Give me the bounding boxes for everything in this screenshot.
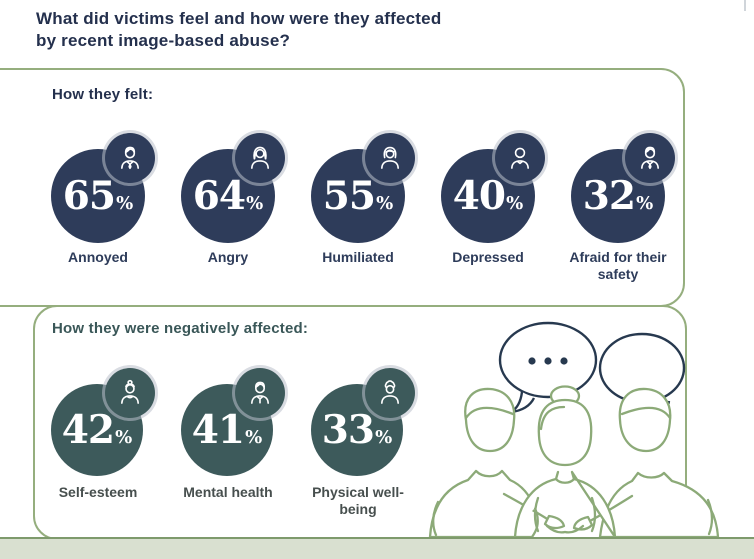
stat-percentage: 40 % (452, 172, 524, 219)
woman-bob-hair-icon (376, 144, 404, 172)
affected-stats-row: 42 % Self-esteem 41 % (33, 368, 423, 518)
stat-percentage: 55 % (322, 172, 394, 219)
page-title-line2: by recent image-based abuse? (36, 31, 291, 51)
person-icon-badge (495, 133, 545, 183)
stat-label: Afraid for their safety (569, 249, 667, 283)
stat-label: Annoyed (68, 249, 128, 265)
page-title-line1: What did victims feel and how were they … (36, 9, 442, 28)
bottom-band (0, 537, 754, 559)
person-icon-badge (105, 368, 155, 418)
man-hair-icon (246, 379, 274, 407)
stat-label: Physical well-being (312, 484, 404, 518)
stat-card: 42 % Self-esteem (33, 368, 163, 518)
stat-card: 41 % Mental health (163, 368, 293, 518)
stat-label: Self-esteem (58, 484, 138, 500)
stat-value: 65 (62, 172, 116, 219)
stat-percentage: 41 % (191, 406, 263, 453)
woman-bun-icon (116, 379, 144, 407)
stat-label: Depressed (452, 249, 524, 265)
percent-sign: % (375, 426, 393, 448)
stat-label: Humiliated (322, 249, 394, 265)
percent-sign: % (115, 426, 133, 448)
stat-percentage: 32 % (582, 172, 654, 219)
felt-stats-row: 65 % Annoyed 64 % (33, 133, 683, 283)
stat-card: 64 % Angry (163, 133, 293, 283)
stat-bubble: 55 % (293, 133, 423, 245)
stat-bubble: 64 % (163, 133, 293, 245)
percent-sign: % (116, 192, 134, 214)
stat-value: 64 (192, 172, 246, 219)
person-icon-badge (365, 133, 415, 183)
percent-sign: % (376, 192, 394, 214)
stat-value: 32 (582, 172, 636, 219)
page-title: What did victims feel and how were they … (36, 8, 596, 53)
person-icon-badge (365, 368, 415, 418)
stat-card: 65 % Annoyed (33, 133, 163, 283)
percent-sign: % (636, 192, 654, 214)
stat-bubble: 33 % (293, 368, 423, 480)
woman-long-hair-icon (246, 144, 274, 172)
stat-label: Mental health (183, 484, 273, 500)
stat-bubble: 65 % (33, 133, 163, 245)
stat-value: 33 (321, 406, 375, 453)
panel-heading-how-they-felt: How they felt: (52, 86, 154, 103)
man-tie-icon (116, 144, 144, 172)
stat-circle: 42 % (51, 384, 143, 476)
stat-card: 55 % Humiliated (293, 133, 423, 283)
stat-card: 33 % Physical well-being (293, 368, 423, 518)
stat-value: 42 (61, 406, 115, 453)
percent-sign: % (246, 192, 264, 214)
person-icon-badge (625, 133, 675, 183)
stat-percentage: 33 % (321, 406, 393, 453)
panel-heading-negatively-affected: How they were negatively affected: (52, 320, 309, 337)
stat-card: 40 % Depressed (423, 133, 553, 283)
percent-sign: % (245, 426, 263, 448)
stat-value: 40 (452, 172, 506, 219)
stat-percentage: 42 % (61, 406, 133, 453)
people-talking-illustration (428, 321, 720, 537)
stat-bubble: 41 % (163, 368, 293, 480)
stat-bubble: 32 % (553, 133, 683, 245)
person-curly-icon (376, 379, 404, 407)
stat-bubble: 40 % (423, 133, 553, 245)
man-tie-icon (636, 144, 664, 172)
stat-label: Angry (207, 249, 249, 265)
stat-bubble: 42 % (33, 368, 163, 480)
person-icon-badge (235, 368, 285, 418)
stat-circle: 55 % (311, 149, 405, 243)
crop-artifact-line (744, 0, 746, 11)
stat-value: 55 (322, 172, 376, 219)
stat-percentage: 65 % (62, 172, 134, 219)
percent-sign: % (506, 192, 524, 214)
person-icon-badge (235, 133, 285, 183)
stat-circle: 65 % (51, 149, 145, 243)
stat-card: 32 % Afraid for their safety (553, 133, 683, 283)
stat-value: 41 (191, 406, 245, 453)
stat-percentage: 64 % (192, 172, 264, 219)
person-icon-badge (105, 133, 155, 183)
person-plain-icon (506, 144, 534, 172)
